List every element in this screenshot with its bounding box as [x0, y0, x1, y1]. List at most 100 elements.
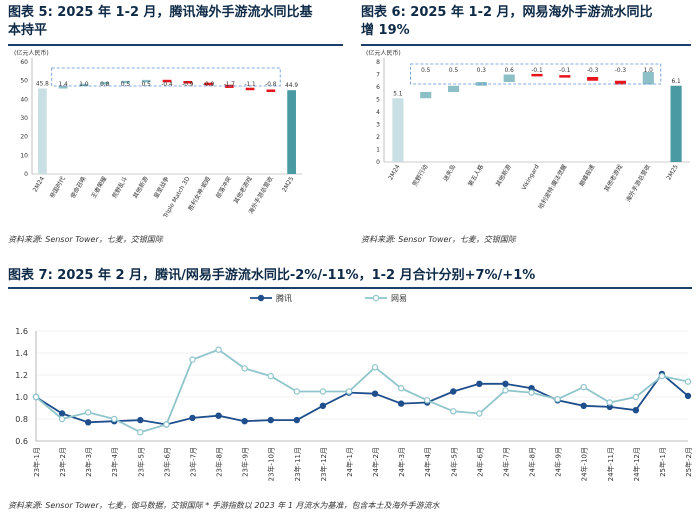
fig7-x-tick-label: 24年-9月	[554, 447, 563, 477]
fig7-y-tick-label: 1.2	[15, 371, 28, 380]
fig7-x-tick-label: 23年-9月	[241, 447, 250, 477]
fig6-bar-increase	[475, 82, 487, 86]
fig7-legend-label: 腾讯	[276, 293, 292, 303]
fig7-title: 图表 7: 2025 年 2 月，腾讯/网易手游流水同比-2%/-11%，1-2…	[8, 268, 536, 283]
fig7-point-netease	[371, 364, 379, 371]
fig6-title: 图表 6: 2025 年 1-2 月，网易海外手游流水同比 增 19%	[361, 4, 691, 40]
fig7-x-tick-label: 23年-2月	[58, 447, 67, 477]
fig5-x-tick-label: 王者荣耀	[89, 175, 108, 200]
fig5-data-label: -0.8	[265, 82, 277, 88]
fig6-data-label: 0.5	[449, 68, 459, 74]
fig5-bar-decrease	[162, 79, 172, 83]
fig5-title: 图表 5: 2025 年 1-2 月，腾讯海外手游流水同比基 本持平	[8, 4, 343, 40]
fig5-bar-decrease	[183, 81, 193, 84]
fig7-legend-label: 网易	[391, 294, 407, 303]
fig5-x-tick-label: 部落冲突	[214, 175, 233, 200]
fig7-x-tick-label: 24年-8月	[528, 447, 537, 477]
fig7-point-tencent	[319, 402, 327, 409]
fig7-point-netease	[684, 378, 692, 385]
fig7-x-tick-label: 23年-10月	[267, 447, 276, 481]
fig7-point-netease	[424, 397, 431, 404]
fig6-bar-decrease	[531, 73, 543, 77]
fig7-x-tick-label: 25年-1月	[658, 447, 667, 477]
fig7-x-tick-label: 23年-7月	[188, 447, 197, 477]
fig5-y-tick-label: 60	[20, 59, 28, 66]
fig6-y-tick-label: 8	[376, 59, 380, 66]
fig5-y-tick-label: 30	[20, 115, 28, 122]
fig5-y-tick-label: 20	[20, 134, 28, 141]
fig7-x-tick-label: 23年-3月	[84, 447, 93, 477]
fig5-data-label: 1.4	[59, 82, 69, 88]
fig7-x-tick-label: 24年-6月	[475, 447, 484, 477]
fig5-x-tick-label: 2M24	[32, 175, 46, 193]
fig6-data-label: 0.6	[505, 68, 515, 74]
fig6-data-label: -0.1	[559, 68, 571, 74]
fig6-data-label: 0.3	[477, 68, 487, 74]
fig7-point-tencent	[632, 407, 640, 414]
fig6-x-tick-label: 其他老游戏	[602, 163, 624, 193]
fig5-source: 资料来源: Sensor Tower，七麦，交银国际	[8, 235, 163, 244]
fig5-x-tick-label: 荒野乱斗	[110, 175, 129, 200]
fig7-point-netease	[397, 385, 405, 392]
fig7-x-tick-label: 24年-3月	[397, 447, 406, 477]
fig6-data-label: -0.3	[615, 68, 627, 74]
fig7-point-netease	[345, 388, 353, 395]
fig6-data-label: 1.0	[644, 68, 654, 74]
fig5-y-tick-label: 40	[20, 96, 28, 103]
fig7-point-netease	[267, 372, 274, 380]
fig7-point-tencent	[450, 388, 457, 395]
fig7-point-netease	[241, 365, 248, 372]
fig7-point-netease	[580, 383, 587, 391]
fig6-x-tick-label: 荒野行动	[411, 163, 430, 188]
fig5-data-label: 1.0	[79, 82, 89, 88]
fig7-x-tick-label: 24年-5月	[449, 447, 458, 477]
fig6-bar-decrease	[614, 80, 627, 85]
fig7-x-tick-label: 23年-4月	[110, 447, 119, 477]
fig5-data-label: -0.9	[182, 82, 194, 88]
fig7-y-tick-label: 1.4	[15, 349, 28, 358]
fig5-bar-decrease	[245, 87, 255, 91]
fig5-title-line2: 本持平	[8, 23, 48, 38]
fig7-x-tick-label: 23年-8月	[215, 447, 224, 477]
fig7-point-tencent	[580, 402, 587, 409]
fig5-title-rule	[8, 44, 343, 46]
fig5-dashed-box	[51, 67, 281, 87]
fig7-x-tick-label: 24年-1月	[345, 447, 354, 477]
fig5-data-label: 0.5	[142, 82, 152, 88]
fig5-bar-increase	[58, 85, 68, 89]
fig7-x-tick-label: 24年-7月	[501, 447, 510, 477]
fig7-point-netease	[163, 421, 170, 428]
fig7-point-netease	[554, 396, 561, 403]
fig6-y-tick-label: 0	[376, 159, 380, 166]
fig5-data-label: -1.1	[244, 82, 256, 88]
fig7-x-tick-label: 24年-2月	[371, 447, 380, 477]
fig7-point-netease	[606, 399, 613, 406]
fig5-bar-increase	[121, 80, 130, 84]
fig5-data-label: 44.9	[285, 83, 298, 89]
fig6-x-tick-label: 哈利波特:魔法觉醒	[537, 163, 569, 210]
fig7-y-tick-label: 1.6	[15, 327, 28, 336]
fig6-data-label: 6.1	[671, 79, 681, 85]
fig7-point-netease	[632, 393, 640, 401]
fig5-data-label: -1.7	[224, 82, 236, 88]
fig7-x-tick-label: 25年-2月	[684, 447, 693, 477]
fig7-point-tencent	[215, 412, 222, 419]
fig5-x-tick-label: 使命召唤	[69, 175, 88, 200]
fig7-y-tick-label: 0.8	[15, 415, 28, 424]
fig7-legend-marker	[257, 294, 265, 302]
fig7-point-netease	[476, 410, 483, 417]
fig6-y-tick-label: 2	[376, 134, 380, 141]
fig6-y-tick-label: 1	[376, 147, 380, 154]
fig5-data-label: 0.8	[100, 82, 110, 88]
fig6-y-tick-label: 7	[376, 72, 380, 79]
fig6-x-tick-label: Vikingard	[521, 163, 541, 191]
fig7-point-tencent	[84, 419, 92, 426]
fig7-point-tencent	[476, 380, 483, 387]
fig7-point-netease	[32, 393, 40, 401]
fig7-series-line-netease	[35, 348, 689, 434]
fig7-source: 资料来源: Sensor Tower，七麦，伽马数据，交银国际 * 手游指数以 …	[8, 501, 440, 510]
fig5-x-tick-label: 2M25	[281, 175, 295, 193]
fig7-point-tencent	[58, 410, 66, 417]
fig6-y-tick-label: 4	[376, 109, 380, 116]
